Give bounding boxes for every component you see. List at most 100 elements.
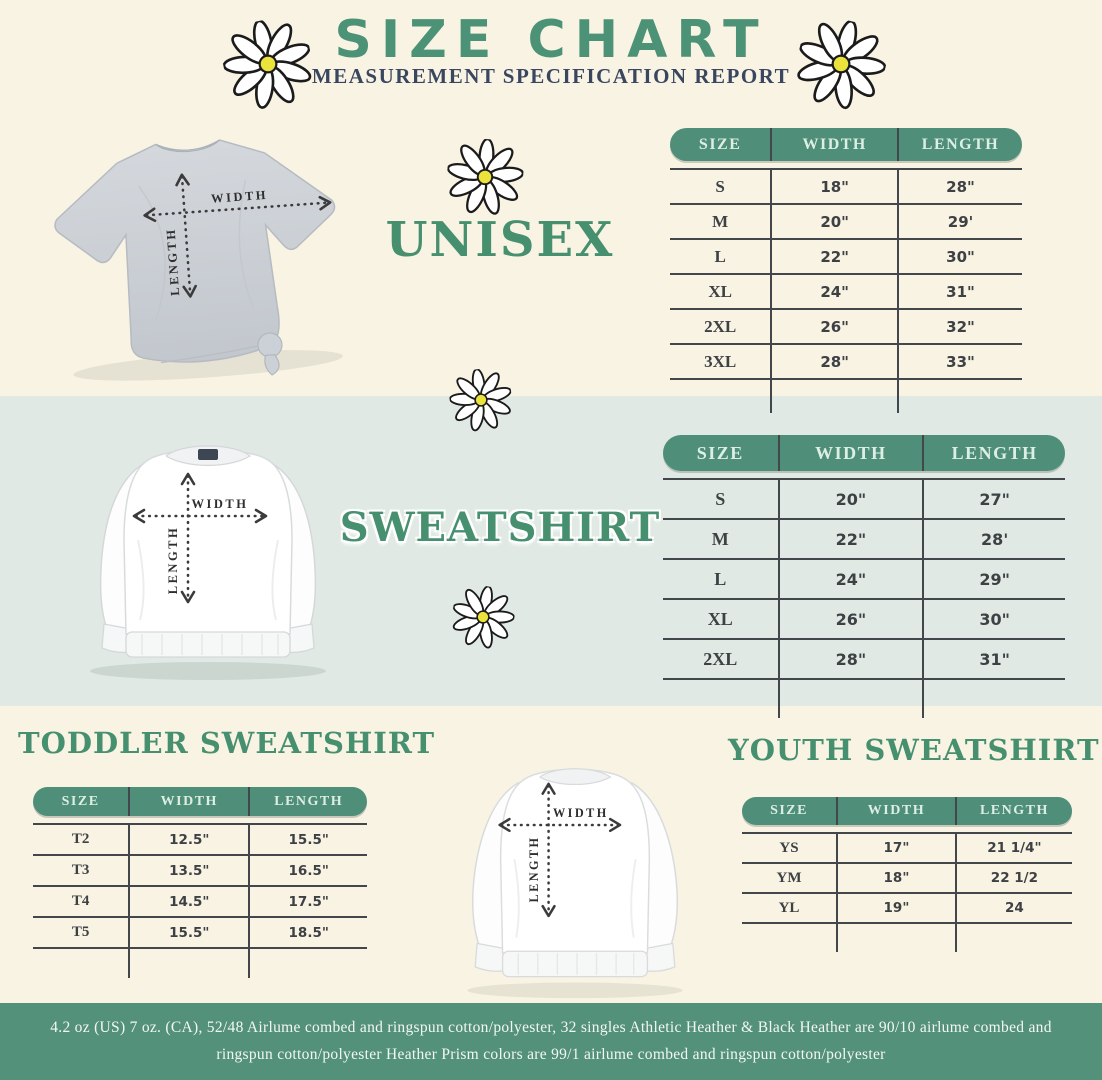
page-subtitle: MEASUREMENT SPECIFICATION REPORT [311, 64, 791, 88]
toddler-size-table: SIZE WIDTH LENGTH T2 12.5" 15.5" T3 13.5" 16.5" T… [33, 787, 367, 978]
toddler-section-heading: TODDLER SWEATSHIRT [18, 726, 436, 760]
column-header: LENGTH [248, 787, 367, 816]
column-header: SIZE [770, 803, 808, 818]
table-body: S 18" 28" M 20" 29' L 22" 30" XL 24" 31" 2XL 26" 32" 3X… [670, 168, 1022, 413]
column-header: WIDTH [836, 797, 955, 825]
table-cell: S [715, 176, 725, 196]
table-cell: T2 [71, 831, 90, 847]
width-dimension-label: WIDTH [211, 188, 269, 206]
table-cell: M [712, 211, 729, 231]
table-row: YM 18" 22 1/2 [742, 862, 1072, 892]
youth-section-heading: YOUTH SWEATSHIRT [728, 733, 1100, 767]
table-cell: 18" [836, 864, 955, 892]
column-header: LENGTH [954, 797, 1072, 825]
width-dimension-label: WIDTH [553, 806, 609, 820]
table-cell: T5 [71, 924, 90, 940]
table-cell: 17.5" [248, 887, 367, 916]
table-row: YS 17" 21 1/4" [742, 832, 1072, 862]
table-cell: 22 1/2 [954, 864, 1072, 892]
table-cell: 26" [777, 600, 923, 638]
table-cell: 32" [897, 310, 1022, 343]
unisex-section-heading: UNISEX [385, 212, 615, 268]
table-cell: YM [776, 869, 802, 886]
sweatshirt-diagram: WIDTH LENGTH [90, 445, 326, 680]
table-cell: 22" [777, 520, 923, 558]
length-dimension-label: LENGTH [527, 836, 541, 903]
table-cell: XL [708, 281, 732, 301]
table-cell: 30" [897, 240, 1022, 273]
table-cell: 20" [770, 205, 897, 238]
table-cell: 31" [897, 275, 1022, 308]
table-tail [670, 378, 1022, 413]
table-tail [742, 922, 1072, 952]
table-row: 2XL 28" 31" [663, 638, 1065, 678]
table-tail-cell [836, 924, 955, 952]
table-row: L 22" 30" [670, 238, 1022, 273]
table-row: 2XL 26" 32" [670, 308, 1022, 343]
table-cell: 29' [897, 205, 1022, 238]
table-cell: T3 [71, 862, 90, 878]
table-row: T5 15.5" 18.5" [33, 916, 367, 947]
table-tail-cell [128, 949, 248, 978]
table-cell: 28" [777, 640, 923, 678]
sweatshirt-section-heading: SWEATSHIRT [339, 504, 661, 551]
table-cell: 24" [770, 275, 897, 308]
table-header-row: SIZE WIDTH LENGTH [663, 435, 1065, 471]
table-cell: 16.5" [248, 856, 367, 885]
toddler-sweatshirt-diagram: WIDTH LENGTH [467, 768, 683, 999]
table-cell: T4 [71, 893, 90, 909]
length-dimension-label: LENGTH [166, 526, 180, 595]
unisex-size-table: SIZE WIDTH LENGTH S 18" 28" M 20" 29' L 22" 30" XL 24… [670, 128, 1022, 413]
table-cell: 21 1/4" [954, 834, 1072, 862]
table-row: M 20" 29' [670, 203, 1022, 238]
table-cell: YL [778, 899, 800, 916]
table-cell: 27" [922, 480, 1065, 518]
table-tail-cell [742, 924, 836, 952]
table-cell: 20" [777, 480, 923, 518]
table-body: T2 12.5" 15.5" T3 13.5" 16.5" T4 14.5" 17.5" T5 15… [33, 823, 367, 978]
fabric-info-line-1: 4.2 oz (US) 7 oz. (CA), 52/48 Airlume co… [50, 1019, 1052, 1036]
page-title: SIZE CHART [334, 10, 768, 70]
fabric-info-line-2: ringspun cotton/polyester Heather Prism … [216, 1046, 886, 1063]
table-row: 3XL 28" 33" [670, 343, 1022, 378]
table-cell: 30" [922, 600, 1065, 638]
column-header: SIZE [696, 442, 744, 463]
table-tail-cell [33, 949, 128, 978]
table-row: T4 14.5" 17.5" [33, 885, 367, 916]
table-row: S 20" 27" [663, 478, 1065, 518]
table-tail [33, 947, 367, 978]
table-cell: 12.5" [128, 825, 248, 854]
youth-size-table: SIZE WIDTH LENGTH YS 17" 21 1/4" YM 18" 22 1/2 YL… [742, 797, 1072, 952]
table-cell: S [715, 488, 726, 509]
table-tail-cell [922, 680, 1065, 718]
table-cell: 28" [770, 345, 897, 378]
table-tail-cell [770, 380, 897, 413]
length-dimension-label: LENGTH [164, 227, 183, 296]
table-tail-cell [663, 680, 778, 718]
column-header: SIZE [61, 793, 100, 809]
table-header-row: SIZE WIDTH LENGTH [670, 128, 1022, 161]
table-cell: 14.5" [128, 887, 248, 916]
table-cell: 28' [922, 520, 1065, 558]
table-tail-cell [954, 924, 1072, 952]
column-header: WIDTH [777, 435, 923, 471]
table-cell: L [714, 246, 726, 266]
table-row: T2 12.5" 15.5" [33, 823, 367, 854]
table-tail-cell [670, 380, 770, 413]
unisex-tshirt-diagram: WIDTH LENGTH [54, 139, 343, 381]
width-dimension-label: WIDTH [192, 497, 249, 511]
table-cell: XL [707, 608, 733, 629]
column-header: LENGTH [897, 128, 1022, 161]
table-cell: 19" [836, 894, 955, 922]
table-cell: 31" [922, 640, 1065, 678]
table-cell: 3XL [704, 351, 737, 371]
table-cell: 2XL [703, 648, 738, 669]
table-cell: M [711, 528, 729, 549]
table-header-row: SIZE WIDTH LENGTH [742, 797, 1072, 825]
table-cell: 18" [770, 170, 897, 203]
table-tail [663, 678, 1065, 718]
table-header-row: SIZE WIDTH LENGTH [33, 787, 367, 816]
table-tail-cell [897, 380, 1022, 413]
table-cell: 2XL [704, 316, 737, 336]
